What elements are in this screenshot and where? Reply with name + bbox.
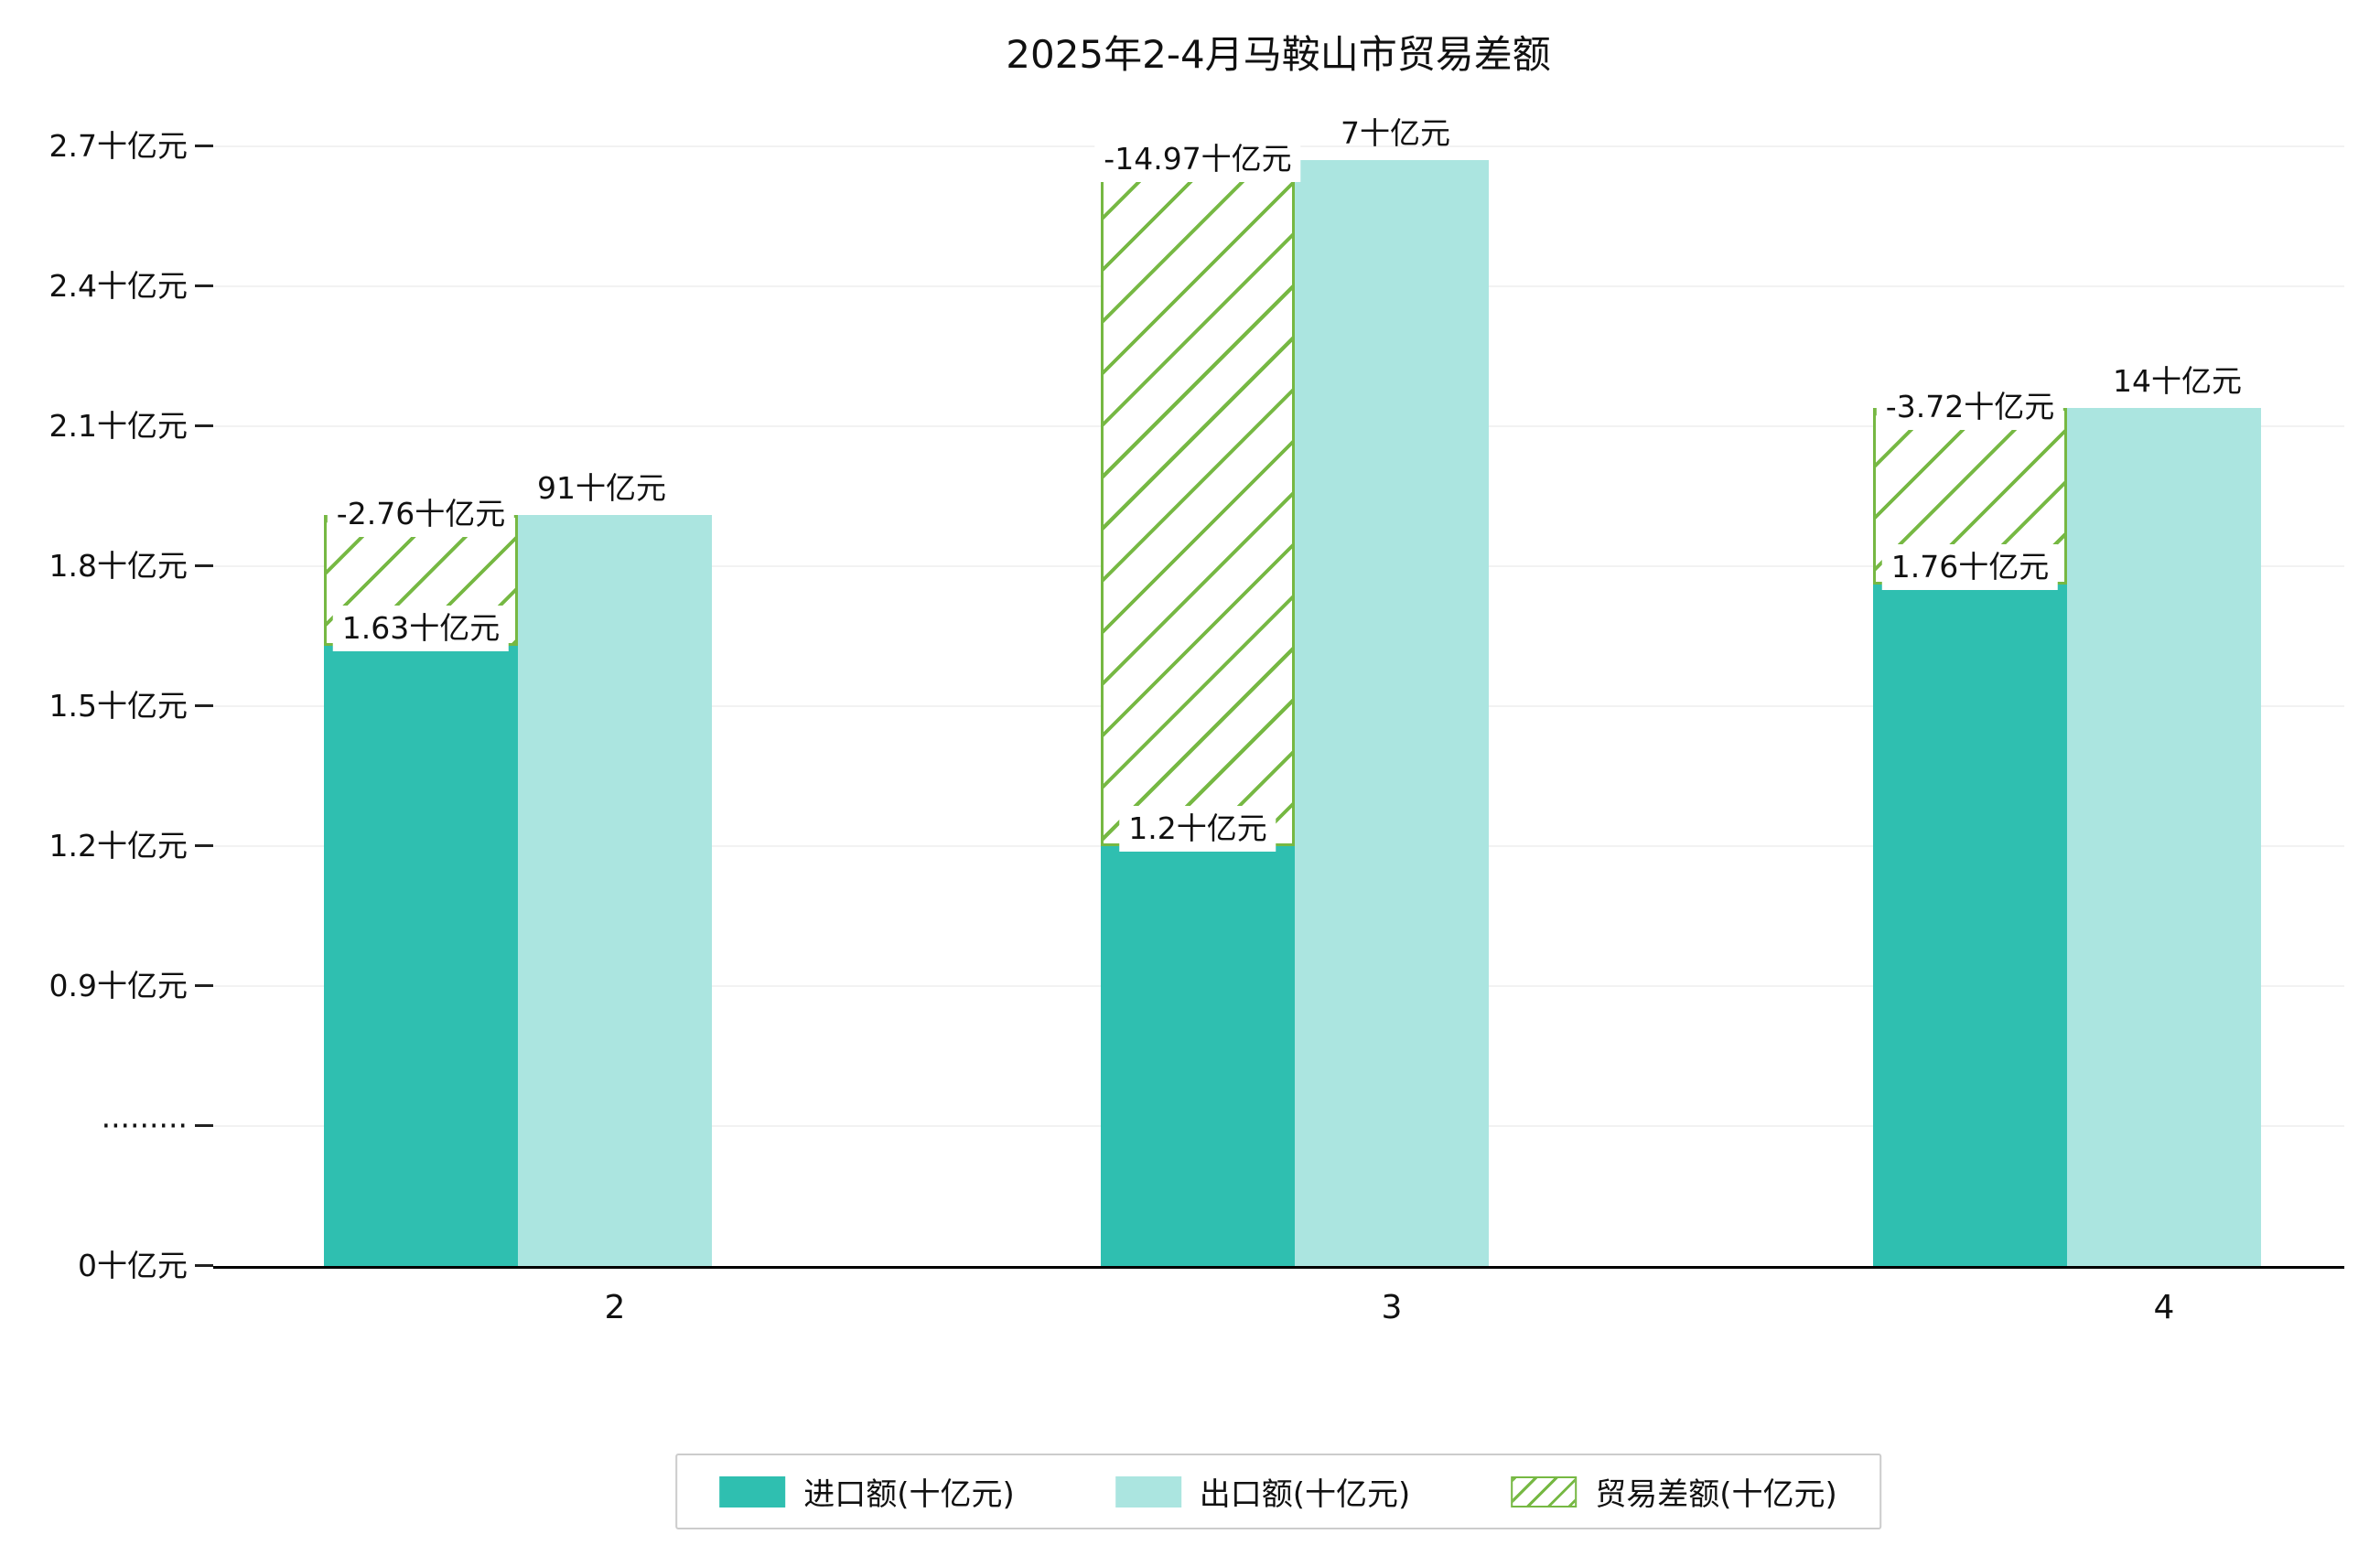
y-tick-label: 0.9十亿元 [48, 968, 188, 1003]
export-bar [1295, 160, 1489, 1266]
export-value-label: 14十亿元 [2113, 362, 2242, 399]
y-tick-label: 0十亿元 [78, 1248, 188, 1283]
legend-label-trade-balance: 贸易差额(十亿元) [1595, 1476, 1837, 1513]
y-tick-label: 2.7十亿元 [48, 128, 188, 164]
y-tick-label: 2.1十亿元 [48, 408, 188, 444]
x-tick-label: 2 [604, 1289, 626, 1326]
trade-balance-value-label: -14.97十亿元 [1094, 136, 1301, 183]
export-value-label: 7十亿元 [1341, 115, 1450, 152]
legend-item-export: 出口额(十亿元) [1115, 1469, 1411, 1514]
legend: 进口额(十亿元) 出口额(十亿元) 贸易差额(十亿元) [675, 1454, 1881, 1529]
y-tick-label: ········· [101, 1108, 188, 1143]
export-bar [518, 514, 712, 1266]
x-tick-label: 3 [1381, 1289, 1403, 1326]
import-bar [324, 645, 518, 1266]
y-tick-label: 1.5十亿元 [48, 688, 188, 724]
legend-label-import: 进口额(十亿元) [803, 1476, 1015, 1513]
import-value-label: 1.2十亿元 [1119, 806, 1276, 852]
trade-balance-bar [1101, 160, 1295, 846]
trade-balance-value-label: -3.72十亿元 [1876, 383, 2064, 430]
import-value-label: 1.63十亿元 [332, 605, 510, 651]
import-bar [1873, 585, 2067, 1266]
import-value-label: 1.76十亿元 [1881, 544, 2059, 591]
export-bar [2067, 407, 2261, 1266]
y-tick-label: 1.2十亿元 [48, 828, 188, 864]
y-tick-mark [195, 704, 213, 707]
y-tick-label: 2.4十亿元 [48, 268, 188, 304]
chart-title: 2025年2-4月马鞍山市贸易差额 [1006, 32, 1551, 77]
y-tick-label: 1.8十亿元 [48, 548, 188, 584]
legend-label-export: 出口额(十亿元) [1199, 1476, 1411, 1513]
trade-balance-swatch-icon [1511, 1475, 1578, 1507]
legend-item-trade-balance: 贸易差额(十亿元) [1511, 1469, 1837, 1514]
y-tick-mark [195, 284, 213, 287]
y-tick-mark [195, 564, 213, 567]
import-bar [1101, 846, 1295, 1266]
y-tick-mark [195, 145, 213, 147]
y-tick-mark [195, 1124, 213, 1127]
trade-balance-value-label: -2.76十亿元 [327, 490, 515, 537]
y-tick-mark [195, 984, 213, 987]
y-tick-mark [195, 844, 213, 847]
legend-item-import: 进口额(十亿元) [719, 1469, 1015, 1514]
export-swatch-icon [1115, 1475, 1181, 1507]
import-swatch-icon [719, 1475, 786, 1507]
x-tick-label: 4 [2153, 1289, 2175, 1326]
x-axis-line [213, 1266, 2344, 1269]
y-tick-mark [195, 424, 213, 427]
y-tick-mark [195, 1264, 213, 1267]
export-value-label: 91十亿元 [537, 469, 666, 506]
